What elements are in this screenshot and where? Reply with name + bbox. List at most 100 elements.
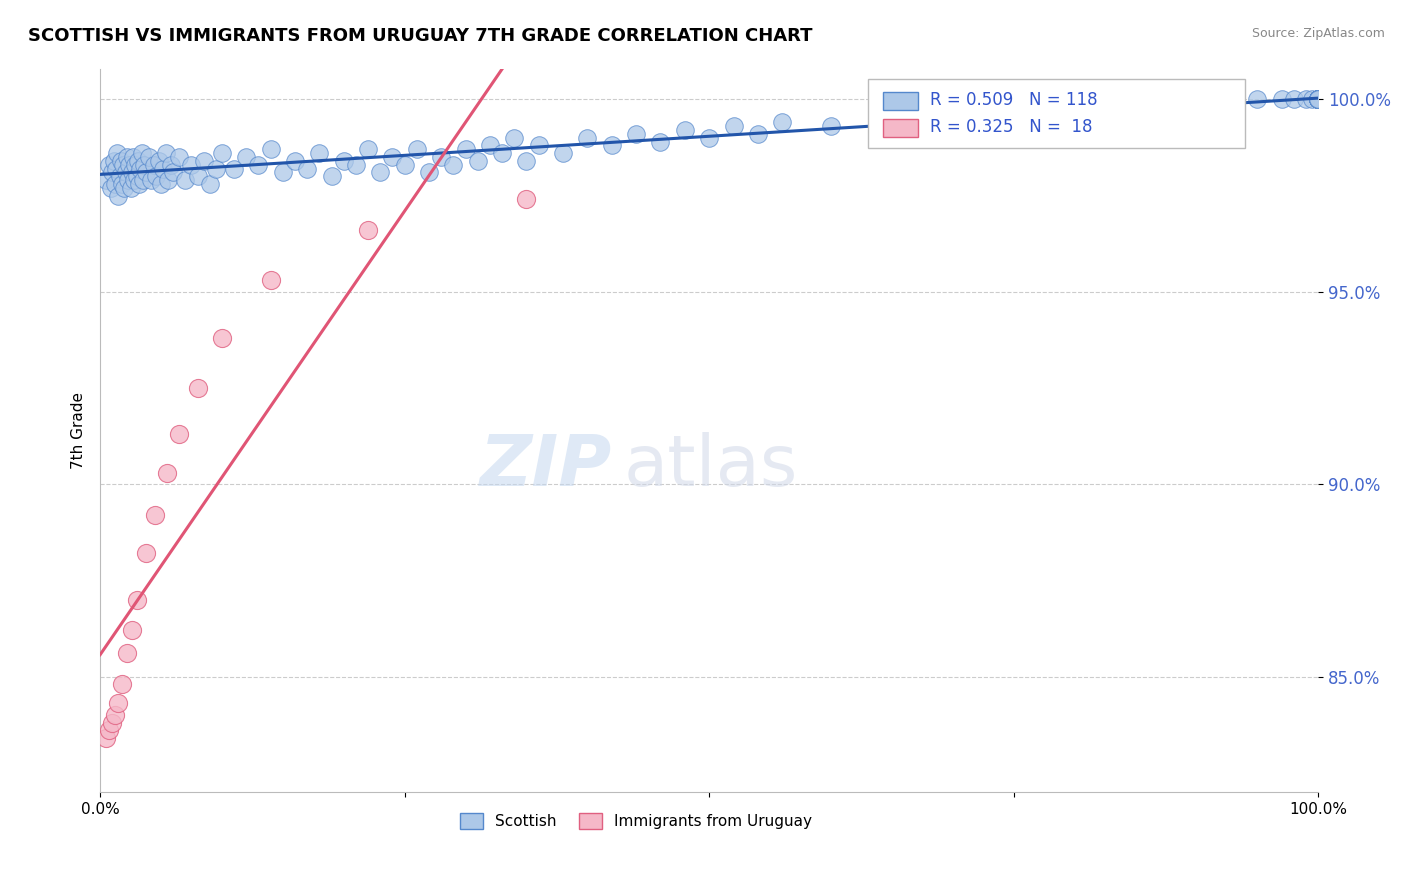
Point xyxy=(96,173,118,187)
Point xyxy=(104,161,127,176)
Point xyxy=(1301,92,1323,106)
Point xyxy=(1308,92,1330,106)
Point xyxy=(551,146,574,161)
Point xyxy=(125,592,148,607)
Point xyxy=(138,150,160,164)
Point xyxy=(96,731,118,745)
Point xyxy=(174,173,197,187)
Text: R = 0.509   N = 118: R = 0.509 N = 118 xyxy=(929,91,1097,109)
Point xyxy=(467,153,489,168)
Point xyxy=(101,165,124,179)
Point xyxy=(121,624,143,638)
Point xyxy=(107,697,129,711)
Point xyxy=(1308,92,1330,106)
Point xyxy=(478,138,501,153)
Point xyxy=(624,127,647,141)
Point xyxy=(111,177,134,191)
Point xyxy=(1308,92,1330,106)
Point xyxy=(145,169,167,184)
Point xyxy=(260,142,283,156)
Point xyxy=(114,165,136,179)
Point xyxy=(576,130,599,145)
Point xyxy=(1271,92,1294,106)
Point xyxy=(1308,92,1330,106)
Point xyxy=(122,173,145,187)
Point xyxy=(1112,100,1135,114)
Point xyxy=(673,123,696,137)
Point xyxy=(368,165,391,179)
Point xyxy=(1308,92,1330,106)
Point xyxy=(105,146,128,161)
Point xyxy=(120,181,142,195)
Point xyxy=(101,715,124,730)
Point xyxy=(405,142,427,156)
Point xyxy=(527,138,550,153)
Point xyxy=(1308,92,1330,106)
Point xyxy=(103,153,125,168)
Point xyxy=(115,647,138,661)
Point xyxy=(128,177,150,191)
Point xyxy=(1308,92,1330,106)
Y-axis label: 7th Grade: 7th Grade xyxy=(72,392,86,468)
Point xyxy=(869,112,891,126)
Point xyxy=(454,142,477,156)
Point xyxy=(97,723,120,738)
Point xyxy=(1308,92,1330,106)
Point xyxy=(143,508,166,522)
Point xyxy=(503,130,526,145)
Point xyxy=(1308,92,1330,106)
FancyBboxPatch shape xyxy=(868,79,1246,148)
Point xyxy=(159,158,181,172)
Point xyxy=(162,165,184,179)
Point xyxy=(141,173,163,187)
Point xyxy=(308,146,330,161)
Point xyxy=(247,158,270,172)
Point xyxy=(1308,92,1330,106)
Point xyxy=(142,158,165,172)
Point xyxy=(114,181,136,195)
Point xyxy=(1308,92,1330,106)
Point xyxy=(747,127,769,141)
Point xyxy=(697,130,720,145)
Point xyxy=(1308,92,1330,106)
Text: ZIP: ZIP xyxy=(479,432,612,501)
Point xyxy=(284,153,307,168)
Point xyxy=(1161,96,1184,111)
Point xyxy=(135,546,157,560)
Point xyxy=(723,120,745,134)
Point xyxy=(235,150,257,164)
Point xyxy=(125,169,148,184)
Point xyxy=(198,177,221,191)
Point xyxy=(1308,92,1330,106)
Point xyxy=(132,158,155,172)
Point xyxy=(1209,92,1232,106)
Point xyxy=(381,150,404,164)
Point xyxy=(129,161,152,176)
Point xyxy=(491,146,513,161)
Point xyxy=(332,153,354,168)
Point xyxy=(169,150,191,164)
Point xyxy=(155,146,177,161)
Text: R = 0.325   N =  18: R = 0.325 N = 18 xyxy=(929,118,1092,136)
Point xyxy=(150,177,173,191)
Legend: Scottish, Immigrants from Uruguay: Scottish, Immigrants from Uruguay xyxy=(454,806,818,835)
Point xyxy=(131,146,153,161)
Point xyxy=(1308,92,1330,106)
Point xyxy=(148,153,170,168)
Point xyxy=(820,120,842,134)
Point xyxy=(1295,92,1317,106)
Point xyxy=(966,108,988,122)
Point xyxy=(1282,92,1305,106)
Point xyxy=(260,273,283,287)
Point xyxy=(650,135,672,149)
Point xyxy=(211,146,233,161)
Point xyxy=(97,158,120,172)
Point xyxy=(104,708,127,723)
Text: atlas: atlas xyxy=(624,432,799,501)
Point xyxy=(344,158,367,172)
Point xyxy=(297,161,319,176)
Point xyxy=(430,150,453,164)
Point xyxy=(107,188,129,202)
Point xyxy=(211,331,233,345)
Point xyxy=(108,169,131,184)
